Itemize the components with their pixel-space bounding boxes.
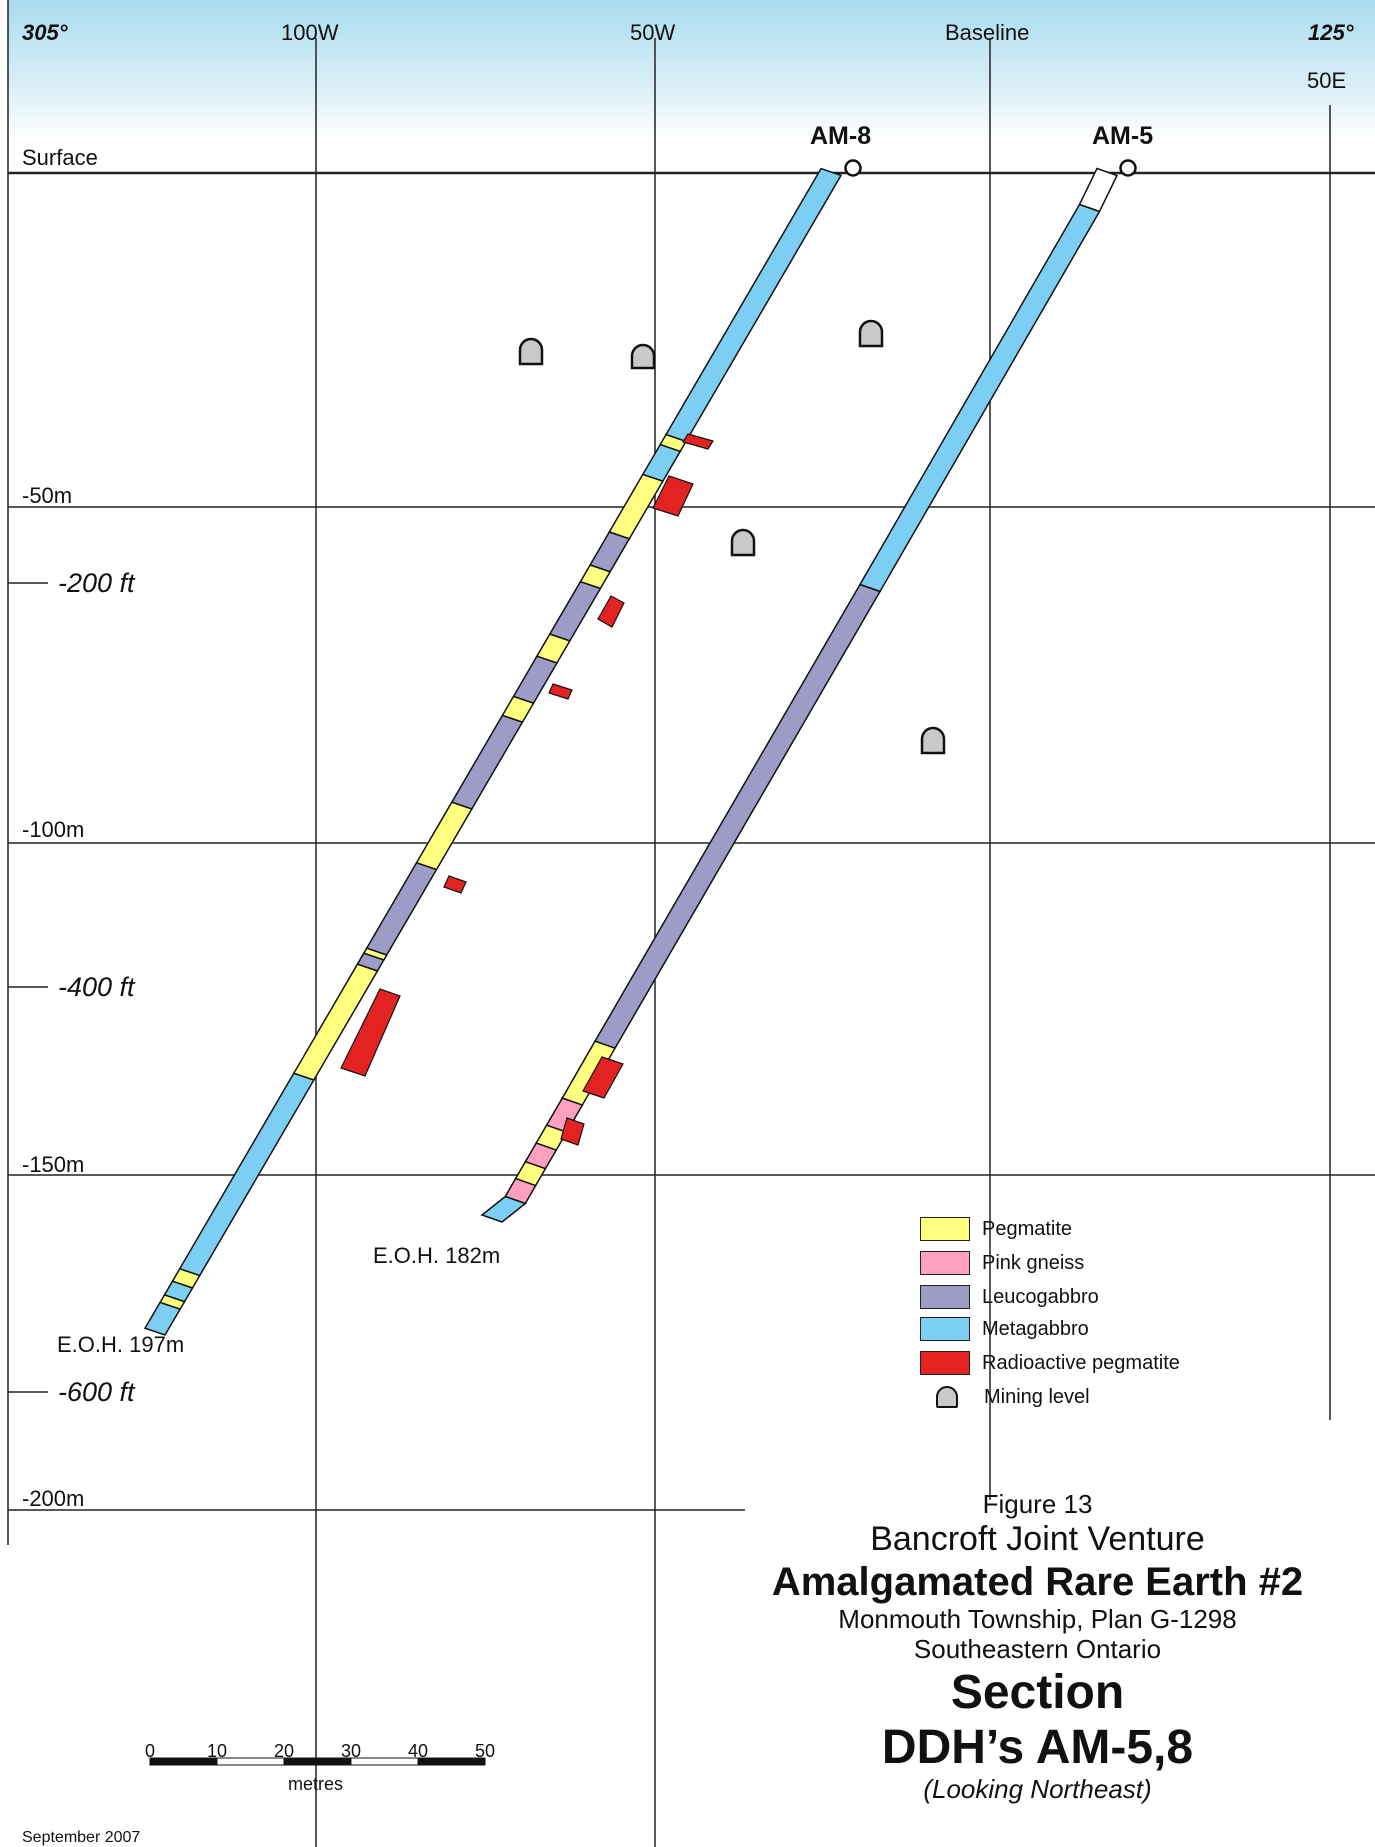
- view-direction: (Looking Northeast): [923, 1774, 1152, 1805]
- title-block: Figure 13 Bancroft Joint Venture Amalgam…: [700, 1489, 1375, 1805]
- am8-leucogabbro-1: [588, 531, 631, 573]
- legend-item-mining-level: Mining level: [920, 1384, 1090, 1410]
- am8-collar: [844, 159, 862, 177]
- section-holes: DDH’s AM-5,8: [881, 1720, 1194, 1774]
- radioactive-am8-1: [682, 433, 714, 450]
- scale-unit: metres: [288, 1774, 344, 1794]
- radioactive-intervals: [340, 433, 714, 1146]
- scale-tick-50: 50: [475, 1741, 496, 1761]
- section-word: Section: [950, 1665, 1125, 1719]
- orientation-right: 125°: [1308, 20, 1354, 45]
- grid-label-50w: 50W: [630, 20, 676, 45]
- depth-label-100m: -100m: [22, 817, 85, 842]
- am8-metagabbro-upper: [664, 167, 843, 443]
- legend-item-pegmatite: Pegmatite: [920, 1216, 1072, 1242]
- radioactive-pegmatite-swatch: [920, 1351, 970, 1375]
- figure-number: Figure 13: [982, 1489, 1093, 1519]
- legend-label: Metagabbro: [982, 1317, 1089, 1340]
- legend-label: Mining level: [984, 1385, 1090, 1408]
- legend-label: Leucogabbro: [982, 1285, 1099, 1308]
- date-label: September 2007: [22, 1829, 141, 1846]
- mining-level-icon: [936, 1386, 958, 1408]
- location-line-1: Monmouth Township, Plan G-1298: [838, 1603, 1237, 1634]
- grid-label-baseline: Baseline: [945, 20, 1030, 45]
- radioactive-am8-6: [340, 988, 401, 1077]
- leucogabbro-swatch: [920, 1285, 970, 1309]
- foot-label-400: -400 ft: [58, 972, 135, 1002]
- am8-leucogabbro-3: [512, 655, 559, 705]
- am5-collar: [1119, 159, 1137, 177]
- drillhole-am5: [480, 167, 1119, 1223]
- scale-tick-0: 0: [145, 1741, 156, 1761]
- radioactive-am8-4: [548, 683, 573, 700]
- depth-label-200m: -200m: [22, 1486, 85, 1511]
- legend-label: Pink gneiss: [982, 1251, 1085, 1274]
- sky-band: [8, 0, 1375, 140]
- legend-item-metagabbro: Metagabbro: [920, 1316, 1089, 1342]
- grid-label-100w: 100W: [281, 20, 339, 45]
- foot-label-600: -600 ft: [58, 1377, 135, 1407]
- radioactive-am5-1: [582, 1056, 624, 1099]
- am5-leucogabbro: [593, 583, 882, 1050]
- am5-metagabbro-upper: [858, 203, 1101, 593]
- scale-tick-10: 10: [207, 1741, 228, 1761]
- am8-leucogabbro-2: [548, 580, 602, 642]
- radioactive-am5-2: [560, 1117, 585, 1146]
- surface-label: Surface: [22, 145, 98, 170]
- legend-item-radioactive-pegmatite: Radioactive pegmatite: [920, 1350, 1180, 1376]
- drillhole-am8: [143, 167, 843, 1336]
- metagabbro-swatch: [920, 1317, 970, 1341]
- mining-level-icon: [920, 726, 946, 755]
- mining-level-icon: [858, 319, 884, 348]
- eoh-label-am5: E.O.H. 182m: [373, 1243, 501, 1268]
- location-line-2: Southeastern Ontario: [913, 1633, 1162, 1664]
- scale-tick-30: 30: [341, 1741, 362, 1761]
- mining-level-icon: [518, 337, 544, 366]
- orientation-left: 305°: [22, 20, 68, 45]
- scale-tick-20: 20: [274, 1741, 295, 1761]
- property-name: Amalgamated Rare Earth #2: [771, 1559, 1304, 1604]
- depth-label-150m: -150m: [22, 1152, 85, 1177]
- grid-label-50e: 50E: [1307, 68, 1347, 93]
- scale-seg-5: [417, 1757, 486, 1766]
- depth-label-50m: -50m: [22, 483, 73, 508]
- eoh-label-am8: E.O.H. 197m: [57, 1332, 185, 1357]
- am5-unsampled-collar: [1078, 167, 1119, 213]
- company-name: Bancroft Joint Venture: [870, 1519, 1205, 1558]
- radioactive-am8-3: [597, 595, 625, 628]
- legend-item-pink-gneiss: Pink gneiss: [920, 1250, 1084, 1276]
- legend-label: Pegmatite: [982, 1217, 1073, 1240]
- mining-level-icon: [630, 343, 656, 370]
- radioactive-am8-5: [443, 875, 467, 894]
- am5-metagabbro-end: [480, 1195, 527, 1223]
- scale-bar: [149, 1757, 486, 1766]
- mining-level-icon: [730, 528, 756, 557]
- hole-label-am5: AM-5: [1092, 122, 1154, 150]
- radioactive-am8-2: [652, 475, 694, 517]
- am8-leucogabbro-5: [365, 861, 438, 956]
- am8-metagabbro-end: [143, 1301, 182, 1336]
- pegmatite-swatch: [920, 1217, 970, 1241]
- scale-tick-40: 40: [408, 1741, 429, 1761]
- foot-label-200: -200 ft: [58, 568, 135, 598]
- hole-label-am8: AM-8: [810, 122, 872, 150]
- collar-markers: [844, 159, 1137, 177]
- am8-leucogabbro-4: [450, 714, 524, 810]
- pink-gneiss-swatch: [920, 1251, 970, 1275]
- legend-label: Radioactive pegmatite: [982, 1351, 1180, 1374]
- mining-level-markers: [518, 319, 946, 755]
- legend-item-leucogabbro: Leucogabbro: [920, 1284, 1099, 1310]
- am8-pegmatite-6: [415, 801, 473, 871]
